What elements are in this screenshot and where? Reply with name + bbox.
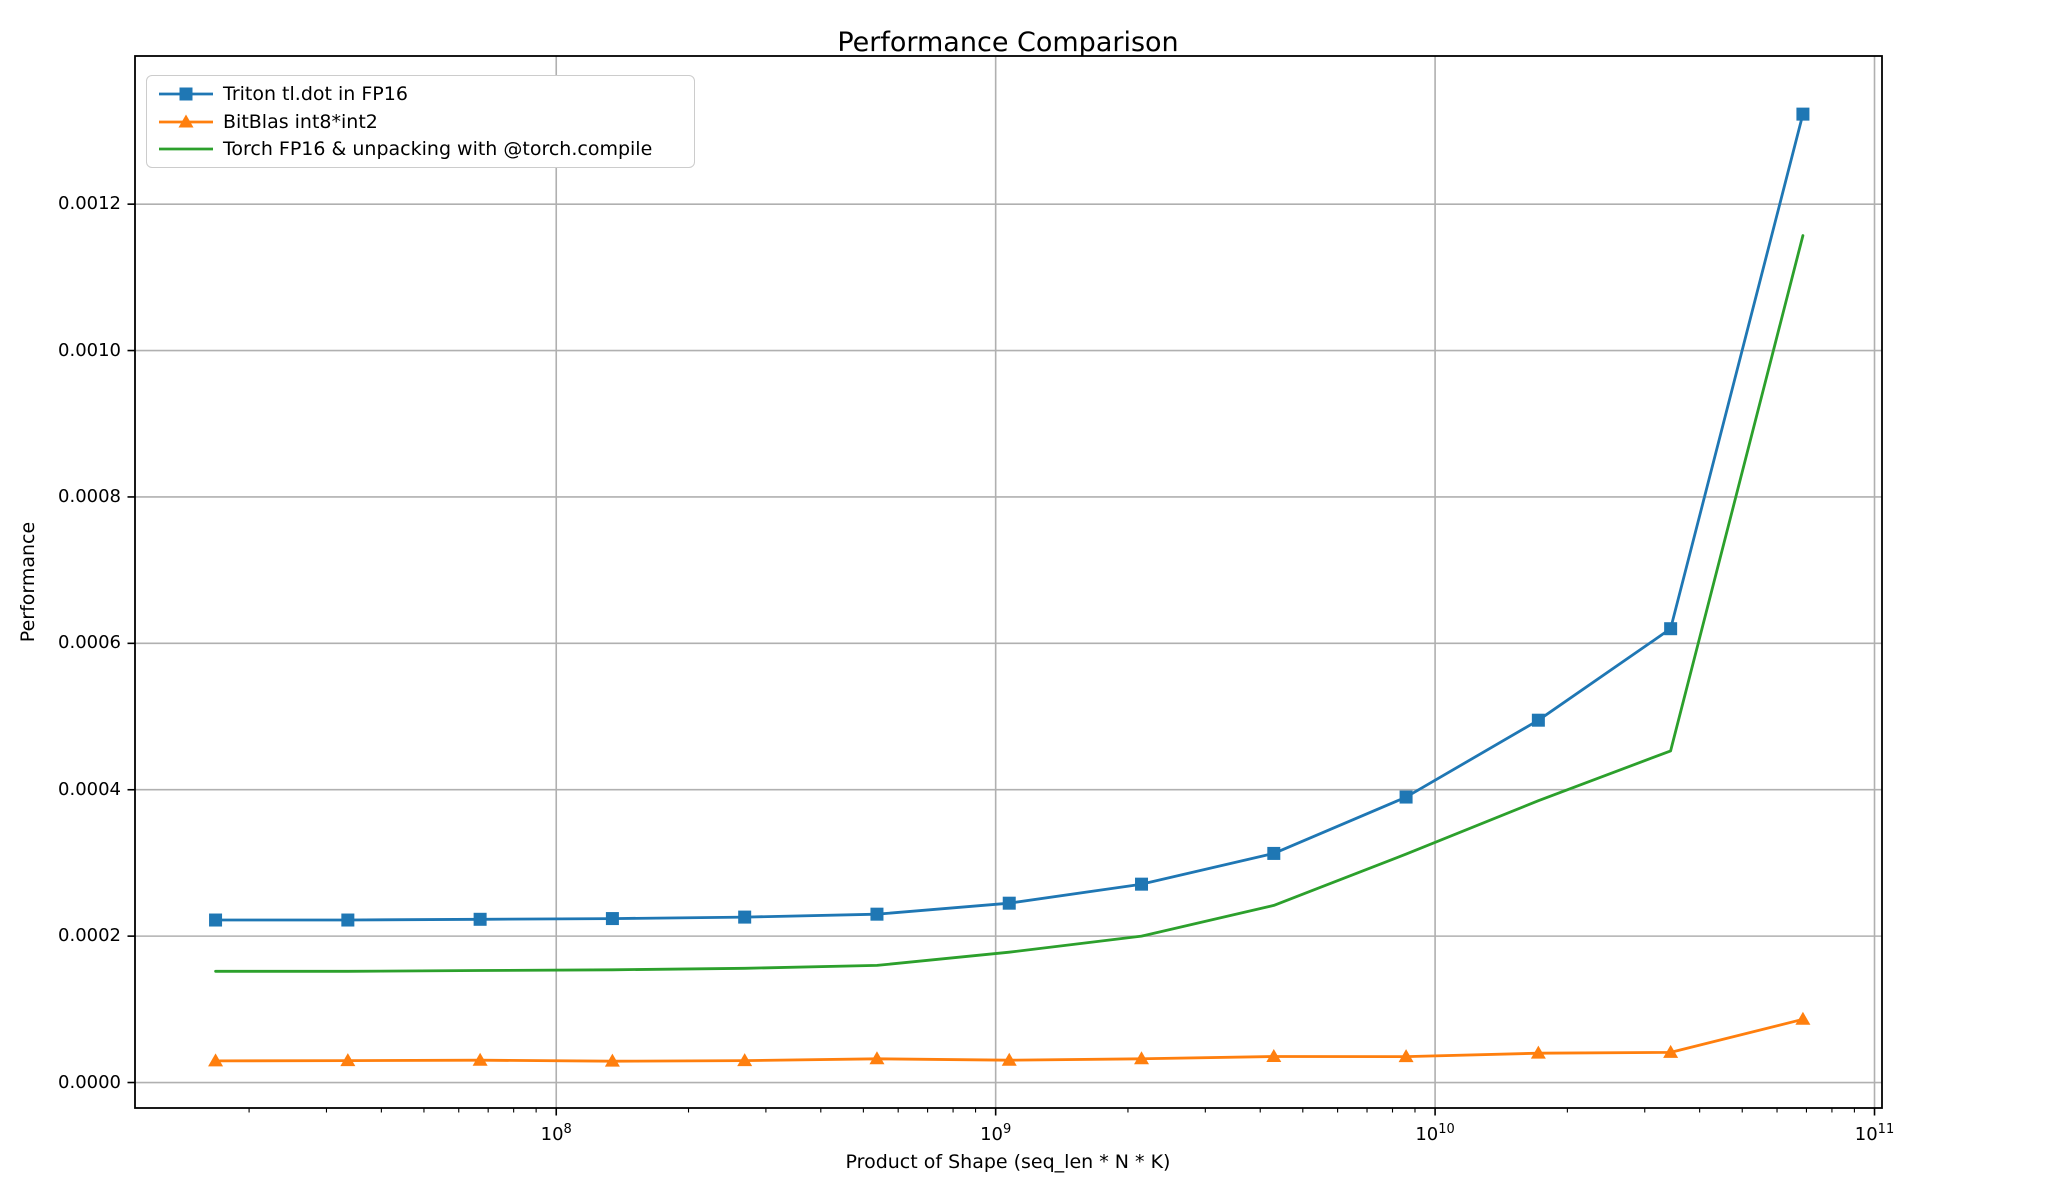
x-tick-label: 109 (980, 1122, 1012, 1145)
y-tick-label: 0.0000 (58, 1071, 121, 1093)
series-marker (1399, 790, 1413, 804)
legend-line-sample (159, 147, 213, 151)
series-marker (340, 1053, 356, 1067)
y-tick-label: 0.0008 (58, 485, 121, 507)
series-marker (1135, 877, 1149, 891)
series-marker (869, 1051, 885, 1065)
series-marker (473, 912, 487, 926)
legend-line-sample (159, 114, 213, 127)
series-line-0 (214, 112, 1805, 922)
series-marker (738, 910, 752, 924)
series-marker (1266, 1049, 1282, 1063)
series-marker (1001, 1052, 1017, 1066)
x-tick-label: 1011 (1854, 1122, 1895, 1145)
legend-item: Triton tl.dot in FP16 (159, 80, 682, 108)
x-tick-label: 108 (540, 1122, 572, 1145)
y-tick-label: 0.0012 (58, 193, 121, 215)
legend-item: BitBlas int8*int2 (159, 108, 682, 136)
series-marker (1267, 846, 1281, 860)
series-marker (1531, 713, 1545, 727)
series-marker (605, 912, 619, 926)
legend: Triton tl.dot in FP16 BitBlas int8*int2 To… (146, 75, 695, 168)
series-marker (1530, 1045, 1546, 1059)
legend-line-sample (159, 87, 213, 101)
series-marker (1664, 622, 1678, 636)
series-marker (737, 1053, 753, 1067)
series-marker (1796, 107, 1810, 121)
series-marker (1663, 1044, 1679, 1058)
legend-label: BitBlas int8*int2 (223, 110, 378, 133)
series-line-2 (214, 234, 1805, 973)
series-marker (472, 1052, 488, 1066)
y-tick-label: 0.0002 (58, 925, 121, 947)
legend-item: Torch FP16 & unpacking with @torch.compi… (159, 135, 682, 163)
y-tick-label: 0.0004 (58, 778, 121, 800)
series-marker (604, 1053, 620, 1067)
series-marker (1795, 1011, 1811, 1025)
chart-title: Performance Comparison (837, 27, 1179, 58)
y-tick-label: 0.0010 (58, 339, 121, 361)
series-marker (208, 1053, 224, 1067)
y-tick-label: 0.0006 (58, 632, 121, 654)
legend-label: Torch FP16 & unpacking with @torch.compi… (223, 138, 653, 161)
x-axis-label: Product of Shape (seq_len * N * K) (845, 1151, 1171, 1173)
legend-label: Triton tl.dot in FP16 (223, 82, 408, 105)
axes-spines (134, 55, 1883, 1109)
series-marker (1134, 1051, 1150, 1065)
series-marker (1398, 1049, 1414, 1063)
x-tick-label: 1010 (1415, 1122, 1455, 1145)
series-marker (341, 913, 355, 927)
series-marker (870, 907, 884, 921)
series-marker (209, 913, 223, 927)
series-marker (1002, 896, 1016, 910)
